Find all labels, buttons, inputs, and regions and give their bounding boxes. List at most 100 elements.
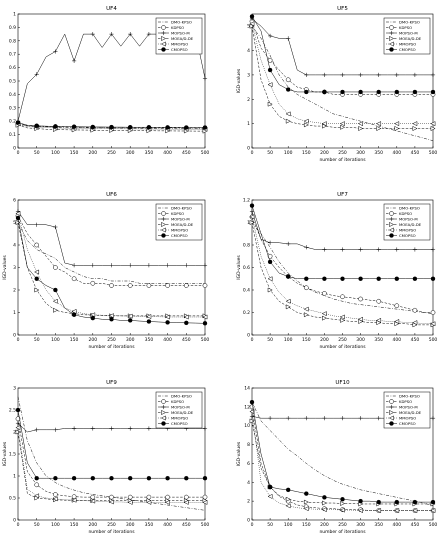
series-triangle — [249, 23, 436, 132]
x-tick-label: 250 — [107, 522, 116, 528]
data-point — [53, 49, 58, 54]
data-point — [430, 247, 436, 252]
data-point — [202, 494, 208, 500]
legend-label: CMOPSO — [399, 47, 416, 52]
data-point — [34, 482, 40, 488]
x-axis-label: number of iterations — [88, 344, 135, 350]
data-point — [109, 476, 114, 481]
chart-title: UF10 — [335, 380, 350, 386]
data-point — [376, 317, 382, 323]
legend: DMO-KPSOKDPSOMOPSO-MMOEA/D-DEMMOPSOCMOPS… — [383, 203, 431, 241]
legend-label: DMO-KPSO — [171, 394, 192, 399]
y-tick-label: 2 — [13, 288, 16, 294]
x-tick-label: 250 — [338, 150, 347, 156]
legend-label: KDPSO — [171, 399, 184, 404]
series-triangle — [249, 219, 436, 328]
chart-panel-4: UF7 0 50 100 150 200 250 300 350 400 450 500 0 0.2 0.4… — [236, 192, 437, 350]
data-point — [34, 276, 39, 281]
legend-marker — [389, 35, 395, 42]
y-tick-label: 1 — [247, 121, 250, 127]
x-tick-label: 200 — [89, 337, 98, 343]
chart-panel-2: UF5 0 50 100 150 200 250 300 350 400 450 500 0 1 2 3 4 5 n… — [236, 6, 437, 163]
x-tick-label: 450 — [411, 150, 420, 156]
data-point — [146, 319, 152, 324]
data-point — [128, 32, 133, 37]
data-point — [34, 242, 40, 248]
legend: DMO-KPSOKDPSOMOPSO-MMOEA/D-DEMMOPSOCMOPS… — [155, 17, 203, 55]
x-tick-label: 150 — [302, 150, 311, 156]
series-line — [251, 21, 433, 95]
data-point — [108, 313, 114, 319]
legend-label: CMOPSO — [171, 233, 188, 238]
legend-marker — [389, 30, 394, 36]
data-point — [71, 476, 77, 481]
legend: DMO-KPSOKDPSOMOPSO-MMOEA/D-DEMMOPSOCMOPS… — [383, 391, 431, 429]
chart-title: UF7 — [337, 192, 348, 198]
data-point — [53, 265, 58, 270]
series-triangle-left — [249, 409, 436, 514]
data-point — [90, 280, 96, 286]
data-point — [249, 219, 255, 226]
data-point — [128, 476, 133, 481]
data-point — [267, 287, 273, 293]
data-point — [304, 245, 309, 250]
data-point — [322, 500, 328, 506]
x-tick-label: 100 — [284, 337, 293, 343]
data-point — [322, 72, 327, 78]
x-tick-label: 200 — [320, 150, 329, 156]
chart-title: UF4 — [106, 6, 117, 12]
data-point — [90, 494, 96, 500]
data-point — [146, 125, 152, 130]
data-point — [430, 499, 436, 505]
x-tick-label: 200 — [320, 337, 329, 343]
y-axis-label: IGD-values — [2, 255, 8, 280]
x-tick-label: 500 — [429, 337, 438, 343]
legend-label: MMOPSO — [171, 228, 188, 233]
x-tick-label: 150 — [70, 337, 79, 343]
x-tick-label: 150 — [302, 522, 311, 528]
data-point — [109, 494, 114, 500]
data-point — [127, 494, 133, 500]
data-point — [53, 492, 58, 497]
x-tick-label: 250 — [338, 337, 347, 343]
y-tick-label: 6 — [13, 198, 16, 204]
series-star — [249, 399, 436, 505]
legend-marker — [161, 221, 167, 228]
legend-label: MOEA/D-DE — [399, 222, 422, 227]
data-point — [412, 72, 417, 78]
data-point — [90, 315, 95, 321]
data-point — [165, 263, 170, 268]
data-point — [303, 312, 309, 318]
data-point — [322, 315, 328, 321]
data-point — [412, 276, 418, 281]
data-point — [358, 276, 363, 281]
data-point — [340, 500, 346, 507]
data-point — [376, 276, 381, 281]
series-plus — [249, 209, 436, 252]
data-point — [394, 318, 400, 325]
legend-marker — [388, 415, 394, 421]
legend-marker — [389, 221, 395, 228]
y-tick-label: 5 — [13, 220, 16, 226]
data-point — [128, 125, 133, 130]
legend-marker — [160, 227, 166, 233]
legend-marker — [389, 25, 394, 30]
data-point — [340, 497, 345, 502]
series-line — [17, 427, 205, 503]
data-point — [286, 241, 291, 246]
data-point — [202, 476, 208, 481]
x-tick-label: 350 — [374, 150, 383, 156]
x-tick-label: 250 — [107, 150, 116, 156]
y-tick-label: 2 — [247, 97, 250, 103]
y-tick-label: 4 — [247, 48, 250, 54]
legend-label: MOPSO-M — [399, 405, 418, 410]
legend-marker — [160, 41, 166, 47]
data-point — [286, 416, 291, 421]
x-tick-label: 450 — [411, 522, 420, 528]
data-point — [412, 121, 418, 127]
legend-marker — [161, 216, 166, 222]
data-point — [322, 123, 328, 129]
data-point — [71, 276, 77, 282]
data-point — [34, 427, 39, 432]
y-tick-label: 0.7 — [9, 52, 16, 58]
